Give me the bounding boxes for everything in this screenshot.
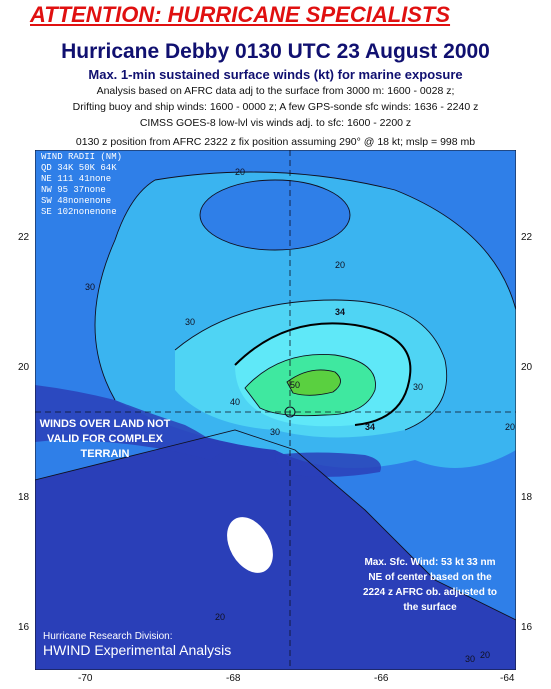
- land-warning: WINDS OVER LAND NOT VALID FOR COMPLEX TE…: [40, 418, 171, 460]
- svg-text:NE 111 41none: NE 111 41none: [41, 174, 111, 184]
- lon-tick: -68: [226, 673, 241, 684]
- attention-banner: ATTENTION: HURRICANE SPECIALISTS: [30, 2, 451, 27]
- contour-label: 20: [235, 167, 245, 177]
- page-title: Hurricane Debby 0130 UTC 23 August 2000: [61, 40, 490, 63]
- lat-tick-left: 18: [18, 492, 30, 503]
- contour-label: 30: [413, 382, 423, 392]
- wind-band-50-plus: [287, 369, 341, 396]
- svg-text:SE 102nonenone: SE 102nonenone: [41, 207, 117, 217]
- note-line-3: CIMSS GOES-8 low-lvl vis winds adj. to s…: [139, 117, 412, 129]
- svg-text:VALID FOR COMPLEX: VALID FOR COMPLEX: [47, 433, 164, 445]
- land-puerto-rico: [275, 452, 381, 477]
- contours: [35, 171, 516, 621]
- contour-label: 20: [480, 650, 490, 660]
- contour-label: 20: [505, 422, 515, 432]
- lat-tick-left: 20: [18, 362, 30, 373]
- credit-line-2: HWIND Experimental Analysis: [43, 642, 231, 658]
- contour-label-50: 50: [290, 380, 300, 390]
- note-line-1: Analysis based on AFRC data adj to the s…: [96, 85, 455, 97]
- lat-tick-right: 18: [521, 492, 533, 503]
- lon-tick: -64: [500, 673, 515, 684]
- max-wind-note: Max. Sfc. Wind: 53 kt 33 nm NE of center…: [363, 557, 497, 613]
- wind-field-map: 20 20 20 20 30 30 30 30 34 34 40 50 20 3…: [35, 150, 516, 670]
- svg-text:SW 48nonenone: SW 48nonenone: [41, 196, 111, 206]
- contour-label: 30: [270, 427, 280, 437]
- contour-label: 30: [85, 282, 95, 292]
- land-cuba-hispaniola: [35, 385, 225, 460]
- contour-34kt: [234, 322, 412, 426]
- svg-text:TERRAIN: TERRAIN: [81, 448, 130, 460]
- contour-label: 20: [335, 260, 345, 270]
- calm-area: [227, 517, 273, 573]
- lon-tick: -66: [374, 673, 389, 684]
- credit-line-1: Hurricane Research Division:: [43, 631, 173, 642]
- contour-label: 20: [215, 612, 225, 622]
- svg-text:WIND RADII (NM): WIND RADII (NM): [41, 152, 122, 162]
- storm-center: [284, 406, 296, 418]
- svg-text:NW 95 37none: NW 95 37none: [41, 185, 106, 195]
- contour-label-34: 34: [365, 422, 375, 432]
- contour-label: 30: [465, 654, 475, 664]
- svg-text:QD 34K 50K 64K: QD 34K 50K 64K: [41, 163, 117, 173]
- svg-text:2224 z AFRC ob. adjusted to: 2224 z AFRC ob. adjusted to: [363, 587, 497, 598]
- position-note: 0130 z position from AFRC 2322 z fix pos…: [75, 136, 476, 148]
- lat-tick-right: 16: [521, 622, 533, 633]
- wind-band-lt10: [35, 430, 516, 670]
- contour-label-40: 40: [230, 397, 240, 407]
- lon-tick: -70: [78, 673, 93, 684]
- lat-tick-right: 22: [521, 232, 533, 243]
- svg-text:the surface: the surface: [403, 602, 457, 613]
- wind-radii-box: WIND RADII (NM) QD 34K 50K 64K NE 111 41…: [41, 152, 122, 217]
- lat-tick-right: 20: [521, 362, 533, 373]
- wind-band-low-north: [200, 180, 350, 250]
- svg-text:WINDS OVER LAND NOT: WINDS OVER LAND NOT: [40, 418, 171, 430]
- svg-text:NE of center based on the: NE of center based on the: [368, 572, 492, 583]
- subtitle: Max. 1-min sustained surface winds (kt) …: [88, 67, 463, 82]
- contour-label-34: 34: [335, 307, 345, 317]
- svg-text:Max. Sfc. Wind: 53 kt 33 nm: Max. Sfc. Wind: 53 kt 33 nm: [364, 557, 495, 568]
- note-line-2: Drifting buoy and ship winds: 1600 - 000…: [72, 101, 479, 113]
- lat-tick-left: 16: [18, 622, 30, 633]
- contour-label: 30: [185, 317, 195, 327]
- lat-tick-left: 22: [18, 232, 30, 243]
